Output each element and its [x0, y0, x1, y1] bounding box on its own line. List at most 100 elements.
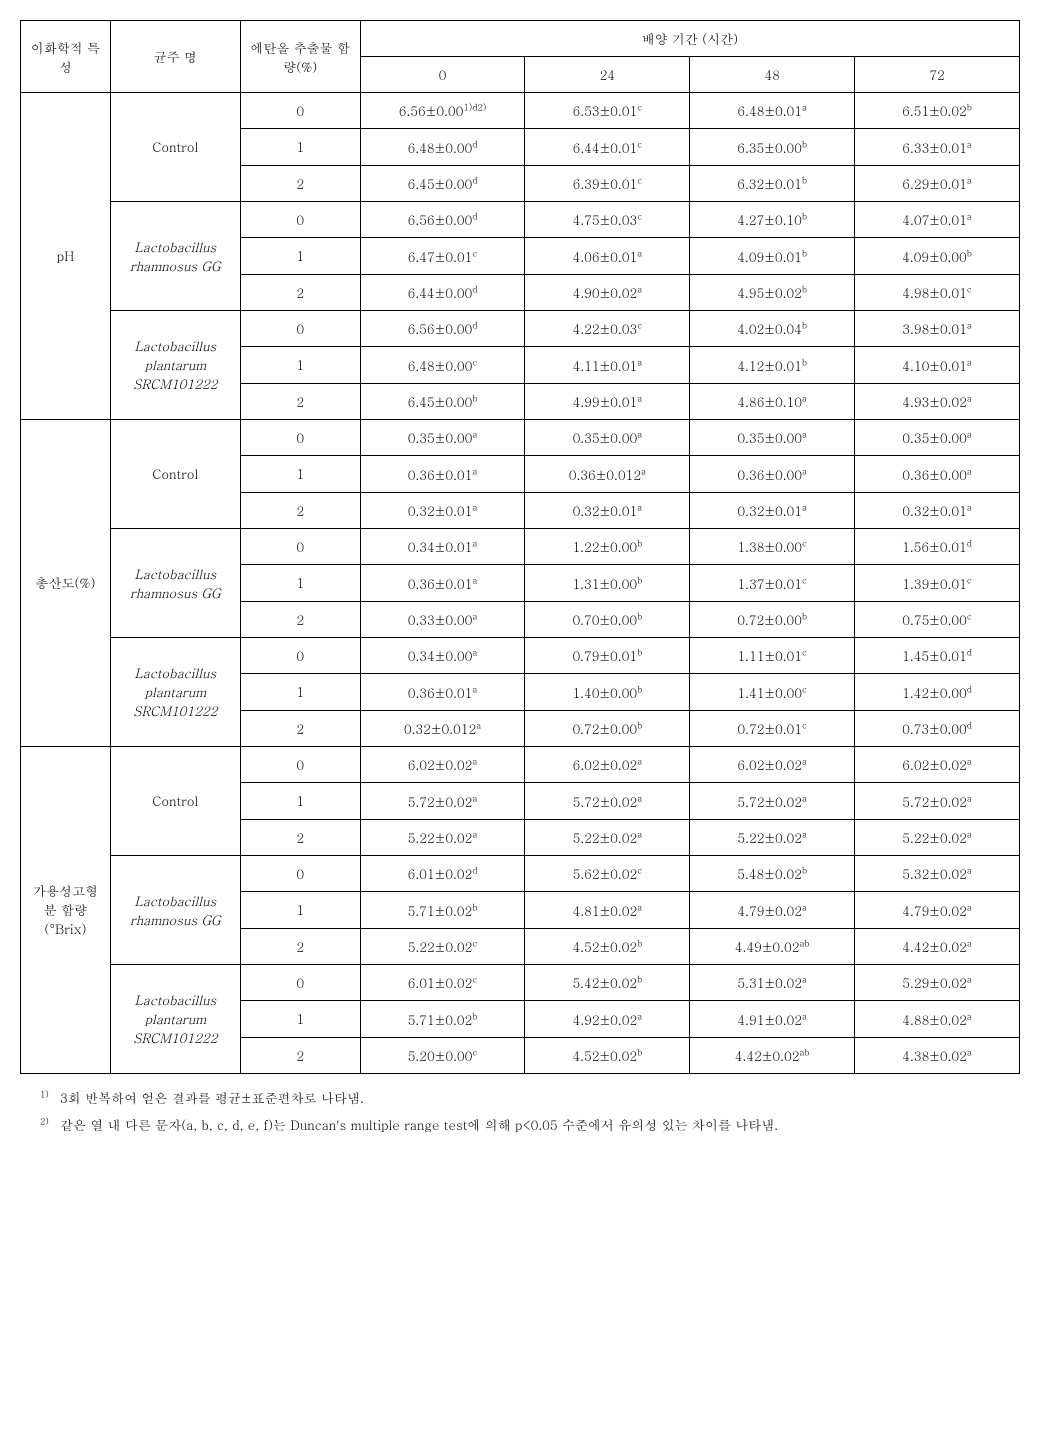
- value-cell: 1.39±0.01c: [855, 565, 1020, 601]
- conc-cell: 2: [240, 383, 360, 419]
- value-cell: 5.62±0.02c: [525, 855, 690, 891]
- value-cell: 4.49±0.02ab: [690, 928, 855, 964]
- value-cell: 0.36±0.00a: [855, 456, 1020, 492]
- value-cell: 4.07±0.01a: [855, 201, 1020, 237]
- footnotes: 1) 3회 반복하여 얻은 결과를 평균±표준편차로 나타냄. 2) 같은 열 …: [20, 1086, 1040, 1137]
- value-cell: 0.36±0.01a: [360, 674, 525, 710]
- value-cell: 5.72±0.02a: [360, 783, 525, 819]
- table-row: LactobacillusplantarumSRCM10122206.56±0.…: [21, 310, 1020, 346]
- value-cell: 0.32±0.01a: [525, 492, 690, 528]
- table-row: LactobacillusplantarumSRCM10122200.34±0.…: [21, 637, 1020, 673]
- value-cell: 4.02±0.04b: [690, 310, 855, 346]
- conc-cell: 0: [240, 201, 360, 237]
- property-cell: 가용성고형분 함량(°Brix): [21, 746, 111, 1073]
- value-cell: 5.71±0.02b: [360, 892, 525, 928]
- value-cell: 3.98±0.01a: [855, 310, 1020, 346]
- value-cell: 0.72±0.00b: [690, 601, 855, 637]
- value-cell: 0.32±0.012a: [360, 710, 525, 746]
- value-cell: 0.35±0.00a: [855, 419, 1020, 455]
- value-cell: 6.02±0.02a: [855, 746, 1020, 782]
- strain-cell: Control: [110, 746, 240, 855]
- conc-cell: 2: [240, 928, 360, 964]
- header-time-72: 72: [855, 57, 1020, 93]
- value-cell: 5.48±0.02b: [690, 855, 855, 891]
- value-cell: 6.01±0.02d: [360, 855, 525, 891]
- value-cell: 4.86±0.10a: [690, 383, 855, 419]
- value-cell: 4.75±0.03c: [525, 201, 690, 237]
- value-cell: 4.38±0.02a: [855, 1037, 1020, 1073]
- value-cell: 6.44±0.01c: [525, 129, 690, 165]
- value-cell: 4.09±0.01b: [690, 238, 855, 274]
- conc-cell: 0: [240, 746, 360, 782]
- conc-cell: 0: [240, 528, 360, 564]
- value-cell: 5.20±0.00c: [360, 1037, 525, 1073]
- strain-cell: Lactobacillusrhamnosus GG: [110, 201, 240, 310]
- value-cell: 6.02±0.02a: [525, 746, 690, 782]
- conc-cell: 1: [240, 892, 360, 928]
- value-cell: 5.22±0.02a: [855, 819, 1020, 855]
- value-cell: 6.39±0.01c: [525, 165, 690, 201]
- value-cell: 5.32±0.02a: [855, 855, 1020, 891]
- value-cell: 4.90±0.02a: [525, 274, 690, 310]
- conc-cell: 1: [240, 783, 360, 819]
- value-cell: 0.35±0.00a: [525, 419, 690, 455]
- value-cell: 6.32±0.01b: [690, 165, 855, 201]
- footnote-1: 1) 3회 반복하여 얻은 결과를 평균±표준편차로 나타냄.: [40, 1086, 1040, 1109]
- value-cell: 0.79±0.01b: [525, 637, 690, 673]
- value-cell: 6.01±0.02c: [360, 964, 525, 1000]
- value-cell: 0.36±0.01a: [360, 456, 525, 492]
- value-cell: 1.22±0.00b: [525, 528, 690, 564]
- header-time-24: 24: [525, 57, 690, 93]
- header-strain: 균주 명: [110, 21, 240, 93]
- value-cell: 6.35±0.00b: [690, 129, 855, 165]
- value-cell: 6.02±0.02a: [690, 746, 855, 782]
- value-cell: 6.47±0.01c: [360, 238, 525, 274]
- value-cell: 1.31±0.00b: [525, 565, 690, 601]
- value-cell: 5.31±0.02a: [690, 964, 855, 1000]
- header-time-48: 48: [690, 57, 855, 93]
- conc-cell: 0: [240, 637, 360, 673]
- strain-cell: Lactobacillusrhamnosus GG: [110, 528, 240, 637]
- value-cell: 5.42±0.02b: [525, 964, 690, 1000]
- value-cell: 5.72±0.02a: [525, 783, 690, 819]
- table-row: 가용성고형분 함량(°Brix)Control06.02±0.02a6.02±0…: [21, 746, 1020, 782]
- conc-cell: 2: [240, 601, 360, 637]
- data-table: 이화학적 특성 균주 명 에탄올 추출물 함량(%) 배양 기간 (시간) 0 …: [20, 20, 1020, 1074]
- table-row: Lactobacillusrhamnosus GG06.56±0.00d4.75…: [21, 201, 1020, 237]
- value-cell: 4.42±0.02a: [855, 928, 1020, 964]
- property-cell: 총산도(%): [21, 419, 111, 746]
- value-cell: 6.48±0.00d: [360, 129, 525, 165]
- value-cell: 4.99±0.01a: [525, 383, 690, 419]
- value-cell: 5.72±0.02a: [690, 783, 855, 819]
- value-cell: 0.34±0.01a: [360, 528, 525, 564]
- value-cell: 6.29±0.01a: [855, 165, 1020, 201]
- value-cell: 5.22±0.02c: [360, 928, 525, 964]
- conc-cell: 0: [240, 964, 360, 1000]
- value-cell: 0.34±0.00a: [360, 637, 525, 673]
- value-cell: 0.70±0.00b: [525, 601, 690, 637]
- strain-cell: Control: [110, 93, 240, 202]
- value-cell: 4.88±0.02a: [855, 1001, 1020, 1037]
- conc-cell: 1: [240, 129, 360, 165]
- table-row: pHControl06.56±0.001)d2)6.53±0.01c6.48±0…: [21, 93, 1020, 129]
- conc-cell: 2: [240, 1037, 360, 1073]
- value-cell: 4.81±0.02a: [525, 892, 690, 928]
- header-conc: 에탄올 추출물 함량(%): [240, 21, 360, 93]
- value-cell: 6.53±0.01c: [525, 93, 690, 129]
- value-cell: 6.51±0.02b: [855, 93, 1020, 129]
- table-row: 총산도(%)Control00.35±0.00a0.35±0.00a0.35±0…: [21, 419, 1020, 455]
- conc-cell: 0: [240, 93, 360, 129]
- value-cell: 4.52±0.02b: [525, 928, 690, 964]
- value-cell: 6.56±0.001)d2): [360, 93, 525, 129]
- conc-cell: 2: [240, 819, 360, 855]
- value-cell: 5.29±0.02a: [855, 964, 1020, 1000]
- value-cell: 5.72±0.02a: [855, 783, 1020, 819]
- value-cell: 4.10±0.01a: [855, 347, 1020, 383]
- value-cell: 4.79±0.02a: [690, 892, 855, 928]
- value-cell: 1.42±0.00d: [855, 674, 1020, 710]
- value-cell: 4.92±0.02a: [525, 1001, 690, 1037]
- value-cell: 4.98±0.01c: [855, 274, 1020, 310]
- value-cell: 0.35±0.00a: [360, 419, 525, 455]
- conc-cell: 2: [240, 492, 360, 528]
- conc-cell: 0: [240, 419, 360, 455]
